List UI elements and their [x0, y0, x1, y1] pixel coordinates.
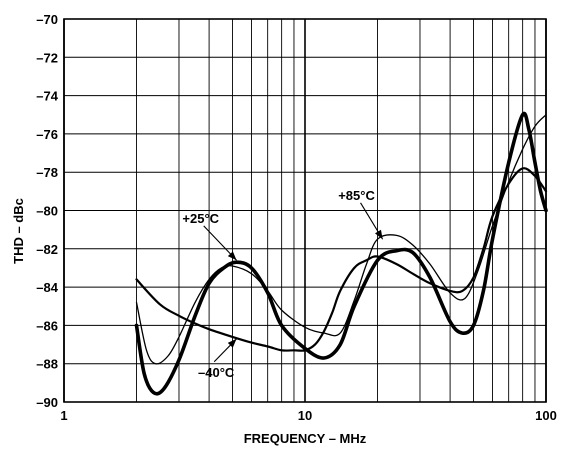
annotation-label-am40: –40°C — [198, 365, 235, 380]
y-tick-label: –88 — [36, 357, 58, 372]
y-tick-label: –90 — [36, 395, 58, 410]
annotation-arrowhead-a25 — [227, 251, 237, 261]
annotation-label-a85: +85°C — [338, 188, 375, 203]
series-line-t25 — [134, 111, 548, 396]
y-tick-label: –86 — [36, 318, 58, 333]
plot-frame — [63, 18, 547, 403]
y-tick-label: –70 — [36, 12, 58, 27]
y-tick-label: –80 — [36, 204, 58, 219]
annotation-layer: +25°C +85°C –40°C — [182, 188, 384, 380]
x-tick-label: 1 — [60, 408, 67, 423]
y-tick-label: –74 — [36, 89, 58, 104]
series-layer — [134, 111, 548, 396]
annotation-arrowhead-a85 — [374, 229, 383, 240]
y-tick-label: –76 — [36, 127, 58, 142]
x-tick-label: 100 — [535, 408, 557, 423]
y-axis-label: THD – dBc — [11, 198, 26, 264]
y-tick-labels: –70 –72 –74 –76 –78 –80 –82 –84 –86 –88 –90 — [36, 12, 58, 410]
annotation-label-a25: +25°C — [182, 211, 219, 226]
y-tick-label: –84 — [36, 280, 58, 295]
y-tick-label: –82 — [36, 242, 58, 257]
y-tick-label: –72 — [36, 50, 58, 65]
annotation-arrowhead-am40 — [227, 338, 237, 348]
series-line-t85 — [135, 114, 547, 365]
x-tick-labels: 1 10 100 — [60, 408, 556, 423]
x-axis-label: FREQUENCY – MHz — [244, 431, 367, 446]
x-tick-label: 10 — [298, 408, 312, 423]
y-tick-label: –78 — [36, 165, 58, 180]
series-line-tm40 — [135, 167, 548, 352]
